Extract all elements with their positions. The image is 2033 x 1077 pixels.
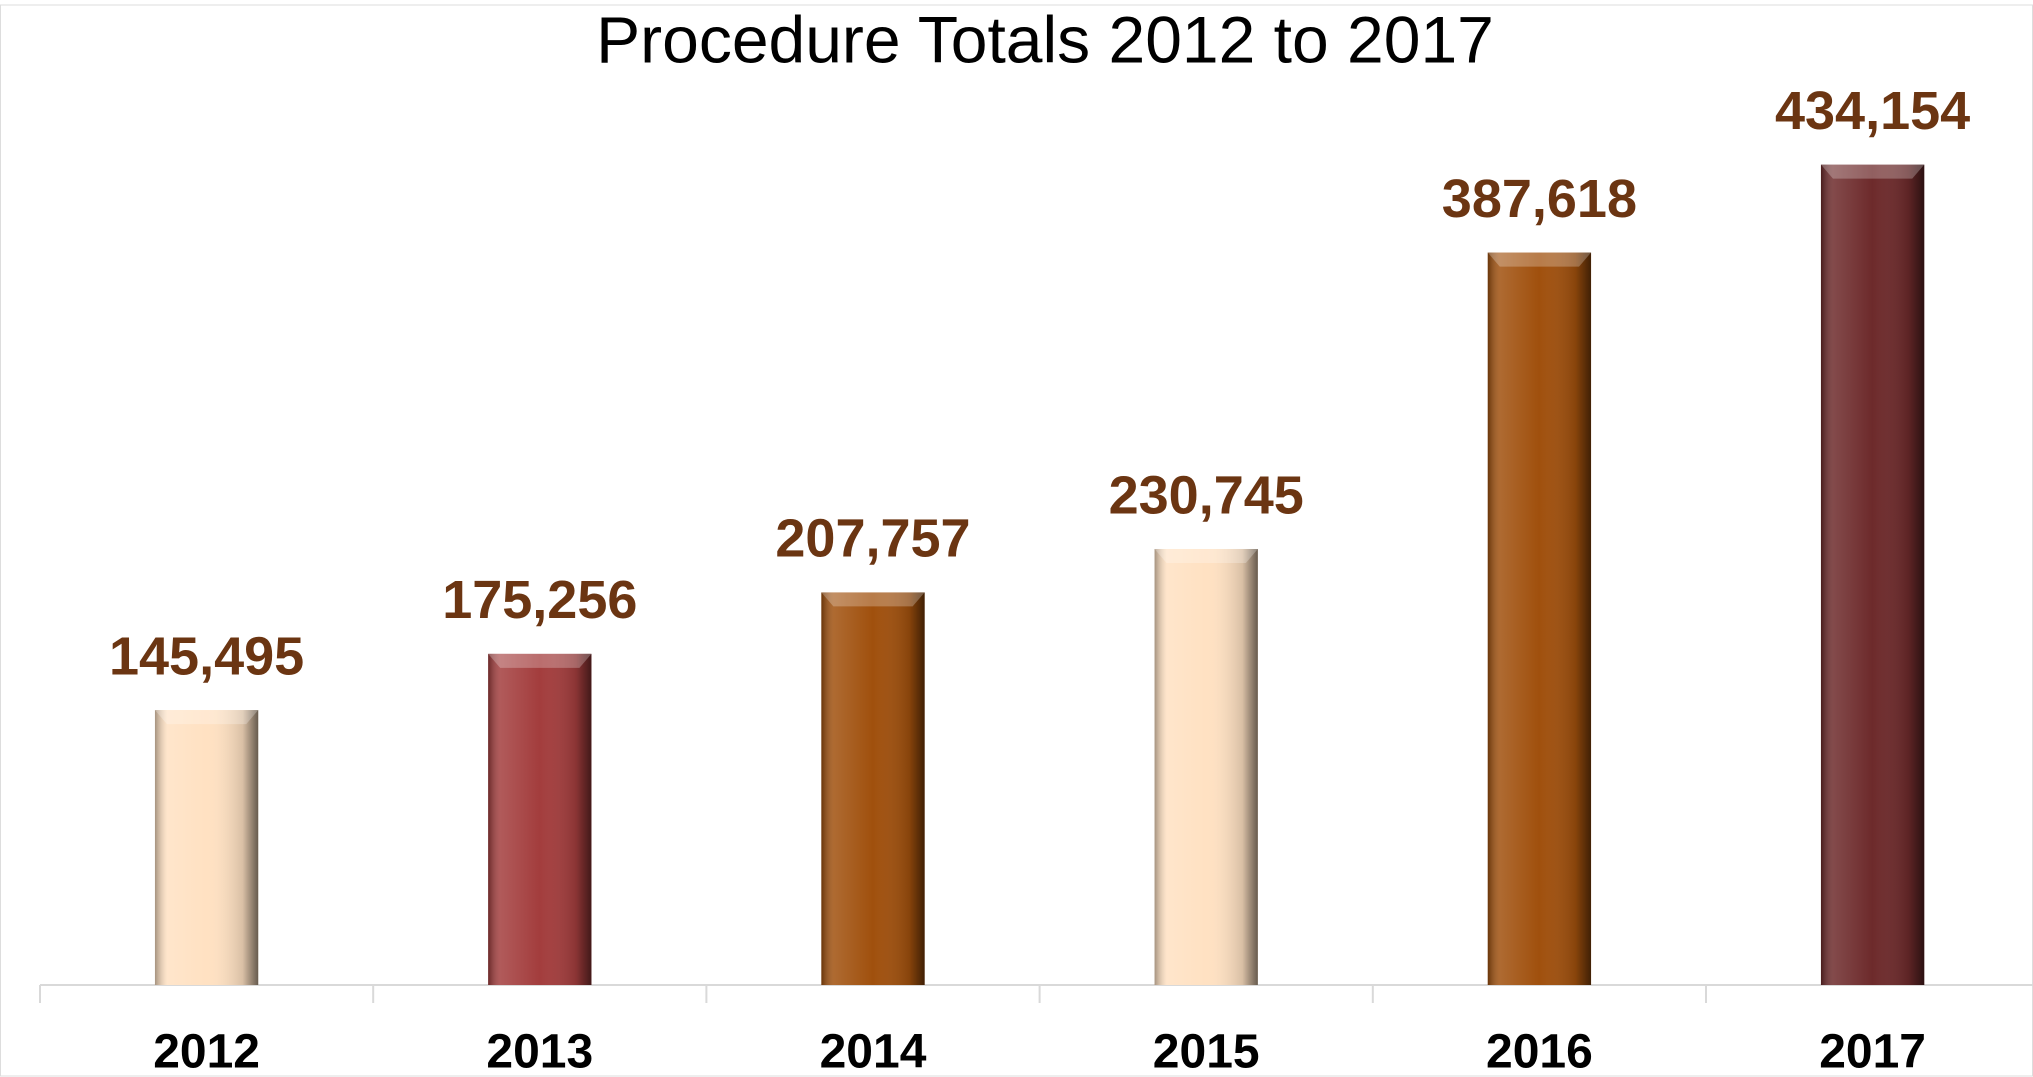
bar-shading [1487, 252, 1592, 986]
value-label: 434,154 [1775, 81, 1970, 141]
value-label: 207,757 [775, 509, 970, 569]
bar-shading [821, 592, 925, 985]
chart-title: Procedure Totals 2012 to 2017 [596, 2, 1494, 76]
bar-bevel [821, 592, 925, 607]
bar-bevel [1820, 164, 1925, 179]
x-tick-label: 2017 [1819, 1026, 1926, 1077]
bar-shading [488, 653, 592, 985]
x-tick-label: 2016 [1486, 1026, 1593, 1077]
bar-shading [154, 710, 259, 985]
bar-bevel [1154, 548, 1258, 563]
value-label: 387,618 [1442, 169, 1637, 229]
bar-shading [1820, 164, 1925, 986]
x-tick-label: 2015 [1153, 1026, 1260, 1077]
bar-bevel [1487, 252, 1592, 267]
value-label: 230,745 [1109, 465, 1304, 525]
x-tick-label: 2012 [153, 1026, 260, 1077]
x-tick-label: 2013 [486, 1026, 593, 1077]
bar-shading [1154, 548, 1258, 985]
value-label: 145,495 [109, 626, 304, 686]
value-label: 175,256 [442, 570, 637, 630]
bar-bevel [154, 710, 259, 725]
bar-bevel [488, 653, 592, 668]
x-tick-label: 2014 [820, 1026, 927, 1077]
chart-border [0, 4, 2033, 1077]
